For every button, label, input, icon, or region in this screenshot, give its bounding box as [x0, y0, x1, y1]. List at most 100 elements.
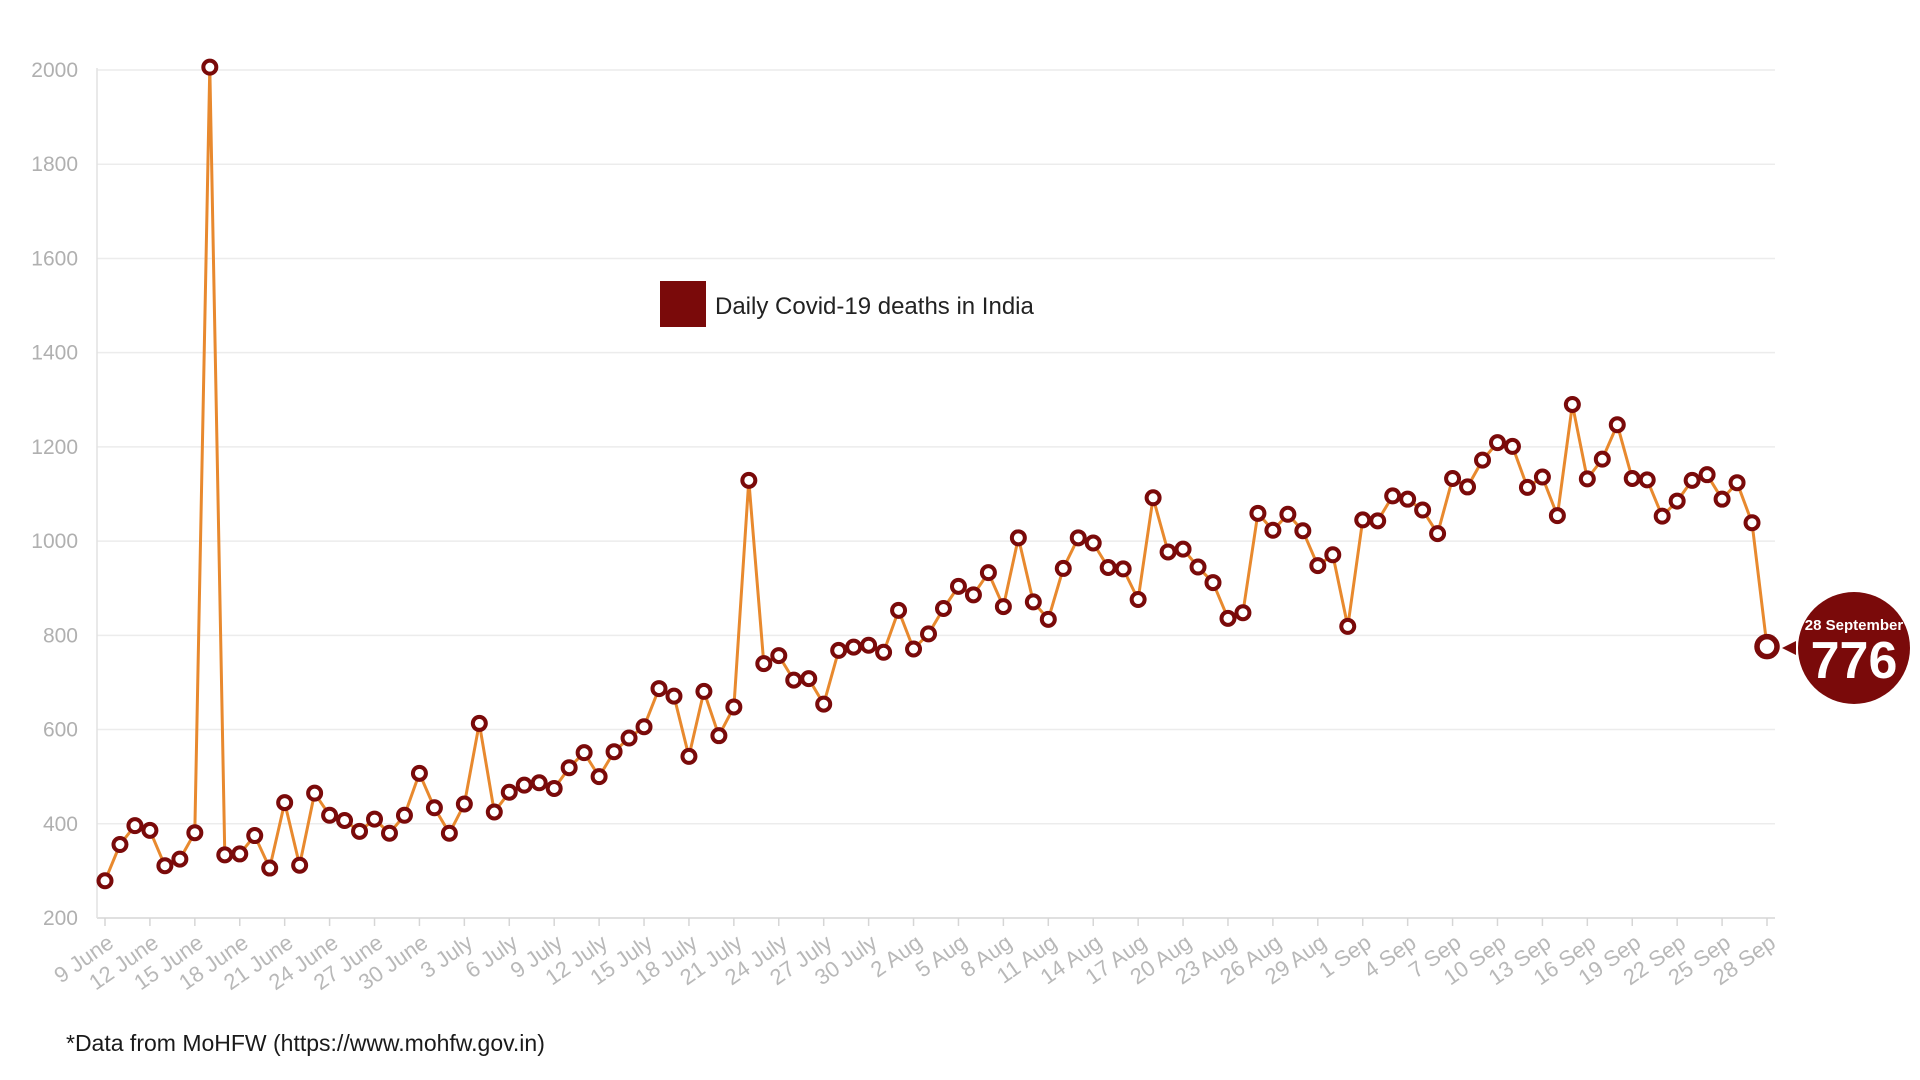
- data-point: [665, 687, 683, 705]
- data-source-note: *Data from MoHFW (https://www.mohfw.gov.…: [66, 1030, 545, 1056]
- data-point: [1309, 557, 1327, 575]
- data-point: [1024, 593, 1042, 611]
- data-point: [740, 471, 758, 489]
- data-point: [1069, 529, 1087, 547]
- data-point: [231, 845, 249, 863]
- legend: Daily Covid-19 deaths in India: [660, 281, 1034, 327]
- data-point: [770, 647, 788, 665]
- data-point: [875, 643, 893, 661]
- callout-circle: [1798, 592, 1910, 704]
- callout-value: 776: [1811, 632, 1898, 690]
- data-point: [934, 599, 952, 617]
- data-point: [605, 743, 623, 761]
- data-point: [1728, 474, 1746, 492]
- y-tick-label: 1000: [31, 530, 78, 553]
- y-axis-ticks: 200 400 600 800 1000 1200 1400 1600 1800 2000: [31, 59, 78, 930]
- y-tick-label: 200: [43, 907, 78, 930]
- data-point: [905, 640, 923, 658]
- series-daily-deaths: [96, 58, 1780, 890]
- data-point: [425, 799, 443, 817]
- data-point: [785, 671, 803, 689]
- data-point: [1189, 558, 1207, 576]
- data-point: [111, 836, 129, 854]
- data-point: [1384, 487, 1402, 505]
- data-point: [1653, 507, 1671, 525]
- data-point: [1159, 543, 1177, 561]
- data-point: [96, 872, 114, 890]
- data-point: [306, 784, 324, 802]
- data-point: [1414, 501, 1432, 519]
- data-point: [635, 718, 653, 736]
- y-tick-label: 600: [43, 719, 78, 742]
- data-point: [1429, 525, 1447, 543]
- y-tick-label: 400: [43, 813, 78, 836]
- series-line: [103, 65, 1769, 882]
- data-point: [1234, 604, 1252, 622]
- data-point: [126, 817, 144, 835]
- data-point: [1279, 505, 1297, 523]
- data-point: [380, 824, 398, 842]
- latest-value-callout: 28 September 776: [1782, 592, 1910, 704]
- data-point: [1294, 522, 1312, 540]
- data-point: [590, 768, 608, 786]
- data-point: [560, 759, 578, 777]
- data-point: [920, 625, 938, 643]
- data-point: [1459, 478, 1477, 496]
- data-point: [1563, 395, 1581, 413]
- data-point: [1593, 450, 1611, 468]
- data-point: [530, 774, 548, 792]
- data-point: [515, 776, 533, 794]
- callout-pointer: [1782, 641, 1796, 655]
- data-point: [1204, 574, 1222, 592]
- data-point: [1638, 471, 1656, 489]
- data-point: [860, 636, 878, 654]
- data-point: [261, 859, 279, 877]
- data-point: [1578, 470, 1596, 488]
- data-point: [1608, 416, 1626, 434]
- data-point: [1668, 492, 1686, 510]
- data-point: [845, 638, 863, 656]
- data-point: [1129, 591, 1147, 609]
- data-point: [725, 698, 743, 716]
- data-point: [695, 682, 713, 700]
- data-point: [1474, 451, 1492, 469]
- data-point: [1099, 558, 1117, 576]
- data-point: [485, 803, 503, 821]
- data-point: [1548, 507, 1566, 525]
- data-point: [500, 783, 518, 801]
- data-point: [1084, 534, 1102, 552]
- data-point: [1039, 610, 1057, 628]
- data-point: [949, 577, 967, 595]
- data-point: [620, 729, 638, 747]
- data-point: [1713, 490, 1731, 508]
- data-point: [201, 58, 219, 76]
- data-point: [1249, 504, 1267, 522]
- data-point: [1444, 469, 1462, 487]
- data-point: [1369, 512, 1387, 530]
- data-point: [186, 824, 204, 842]
- data-point: [246, 827, 264, 845]
- legend-label: Daily Covid-19 deaths in India: [715, 293, 1034, 320]
- data-point: [1518, 478, 1536, 496]
- x-tick-label: 5 Aug: [911, 930, 971, 983]
- data-point: [410, 764, 428, 782]
- data-point: [1743, 514, 1761, 532]
- data-point: [1114, 560, 1132, 578]
- data-point: [470, 714, 488, 732]
- data-point: [575, 744, 593, 762]
- data-point: [1144, 489, 1162, 507]
- legend-swatch: [660, 281, 706, 327]
- data-point: [455, 795, 473, 813]
- data-point: [141, 821, 159, 839]
- data-point: [1219, 609, 1237, 627]
- data-point: [171, 850, 189, 868]
- data-point: [1174, 540, 1192, 558]
- data-point: [1399, 490, 1417, 508]
- y-tick-label: 800: [43, 624, 78, 647]
- data-point: [800, 670, 818, 688]
- y-tick-label: 1400: [31, 342, 78, 365]
- callout-date: 28 September: [1805, 617, 1904, 634]
- data-point: [1339, 617, 1357, 635]
